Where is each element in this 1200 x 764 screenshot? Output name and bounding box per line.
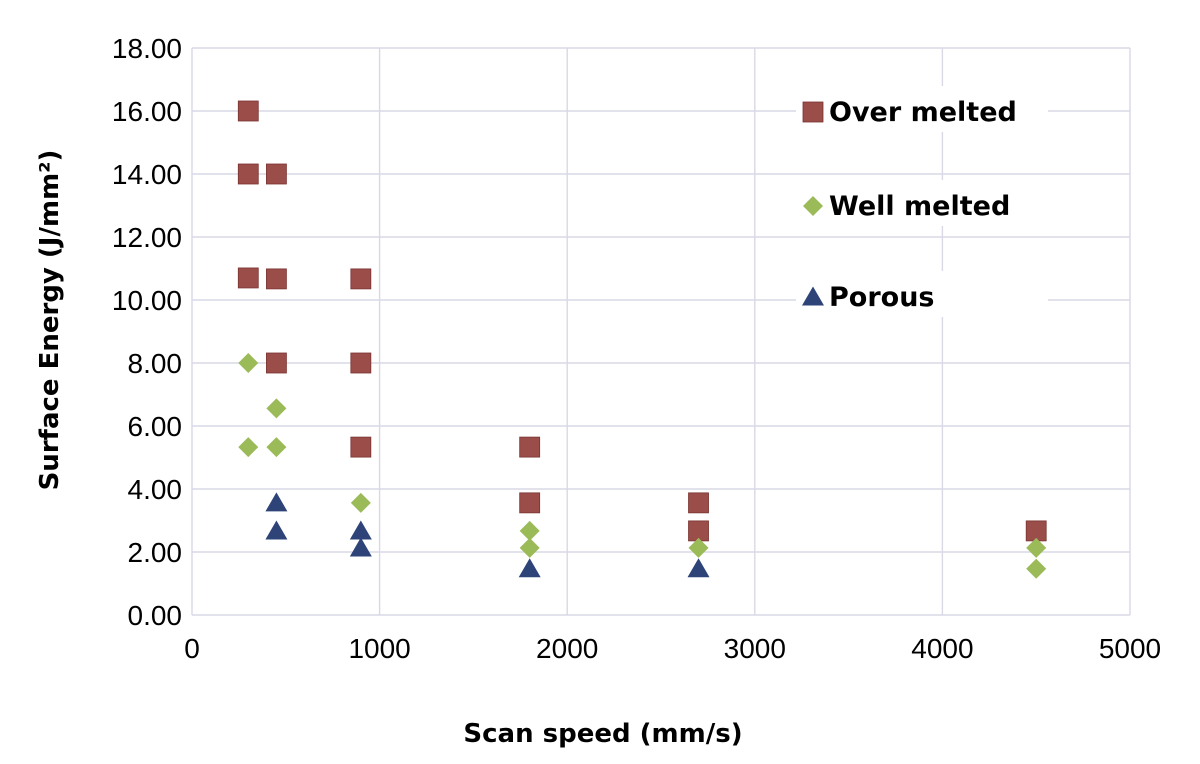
legend-item-background xyxy=(796,180,1048,226)
well-melted-point xyxy=(1026,537,1047,558)
over-melted-point xyxy=(519,436,541,458)
over-melted-point xyxy=(237,163,259,185)
legend-marker-well-melted xyxy=(803,196,823,216)
legend-marker-over-melted xyxy=(802,101,824,123)
x-tick-label: 4000 xyxy=(911,633,973,664)
series-porous xyxy=(265,492,710,578)
well-melted-point xyxy=(238,437,259,458)
y-tick-label: 10.00 xyxy=(112,285,182,316)
x-tick-label: 3000 xyxy=(724,633,786,664)
well-melted-point xyxy=(688,537,709,558)
over-melted-point xyxy=(237,267,259,289)
legend-marker-porous xyxy=(802,286,824,306)
y-tick-label: 18.00 xyxy=(112,33,182,64)
over-melted-point xyxy=(237,100,259,122)
y-tick-label: 2.00 xyxy=(128,537,183,568)
tick-labels: 0.00 2.00 4.00 6.00 8.00 10.00 12.00 14.00 16.00… xyxy=(112,33,1161,664)
over-melted-point xyxy=(266,268,287,290)
data-marks xyxy=(237,100,1047,579)
over-melted-point xyxy=(688,492,709,514)
legend-label-porous: Porous xyxy=(829,282,935,313)
well-melted-point xyxy=(266,437,287,458)
over-melted-point xyxy=(350,352,372,374)
well-melted-point xyxy=(238,353,259,373)
legend-item-over-melted: Over melted xyxy=(796,86,1048,132)
well-melted-point xyxy=(350,492,371,513)
well-melted-point xyxy=(1026,558,1047,579)
over-melted-point xyxy=(350,268,372,290)
over-melted-point xyxy=(266,352,287,374)
legend-label-over-melted: Over melted xyxy=(829,97,1017,128)
over-melted-point xyxy=(519,492,541,514)
axis-titles: Scan speed (mm/s) Surface Energy (J/mm²) xyxy=(35,150,743,749)
porous-point xyxy=(687,558,710,578)
legend-item-porous: Porous xyxy=(796,271,1048,317)
series-well-melted xyxy=(238,353,1047,579)
x-tick-label: 2000 xyxy=(536,633,598,664)
legend-item-background xyxy=(796,271,1048,317)
y-tick-label: 16.00 xyxy=(112,96,182,127)
legend: Over melted Well melted Porous xyxy=(796,86,1048,317)
over-melted-point xyxy=(1025,520,1047,542)
legend-label-well-melted: Well melted xyxy=(829,191,1010,222)
well-melted-point xyxy=(519,520,540,541)
well-melted-point xyxy=(519,537,540,558)
y-axis-title: Surface Energy (J/mm²) xyxy=(35,150,65,491)
porous-point xyxy=(265,520,288,540)
x-tick-label: 1000 xyxy=(348,633,410,664)
series-over-melted xyxy=(237,100,1047,542)
y-tick-label: 0.00 xyxy=(128,600,183,631)
x-axis-title: Scan speed (mm/s) xyxy=(463,719,742,749)
legend-item-background xyxy=(796,86,1048,132)
x-tick-label: 0 xyxy=(184,633,200,664)
x-tick-label: 5000 xyxy=(1099,633,1161,664)
y-tick-label: 8.00 xyxy=(128,348,183,379)
over-melted-point xyxy=(350,436,372,458)
legend-item-well-melted: Well melted xyxy=(796,180,1048,226)
over-melted-point xyxy=(688,520,709,542)
porous-point xyxy=(349,537,372,557)
porous-point xyxy=(265,492,288,512)
well-melted-point xyxy=(266,398,287,419)
y-tick-label: 12.00 xyxy=(112,222,182,253)
porous-point xyxy=(349,520,372,540)
y-tick-label: 14.00 xyxy=(112,159,182,190)
over-melted-point xyxy=(266,163,287,185)
gridlines xyxy=(191,47,1131,616)
porous-point xyxy=(518,558,541,578)
y-tick-label: 6.00 xyxy=(128,411,183,442)
y-tick-label: 4.00 xyxy=(128,474,183,505)
